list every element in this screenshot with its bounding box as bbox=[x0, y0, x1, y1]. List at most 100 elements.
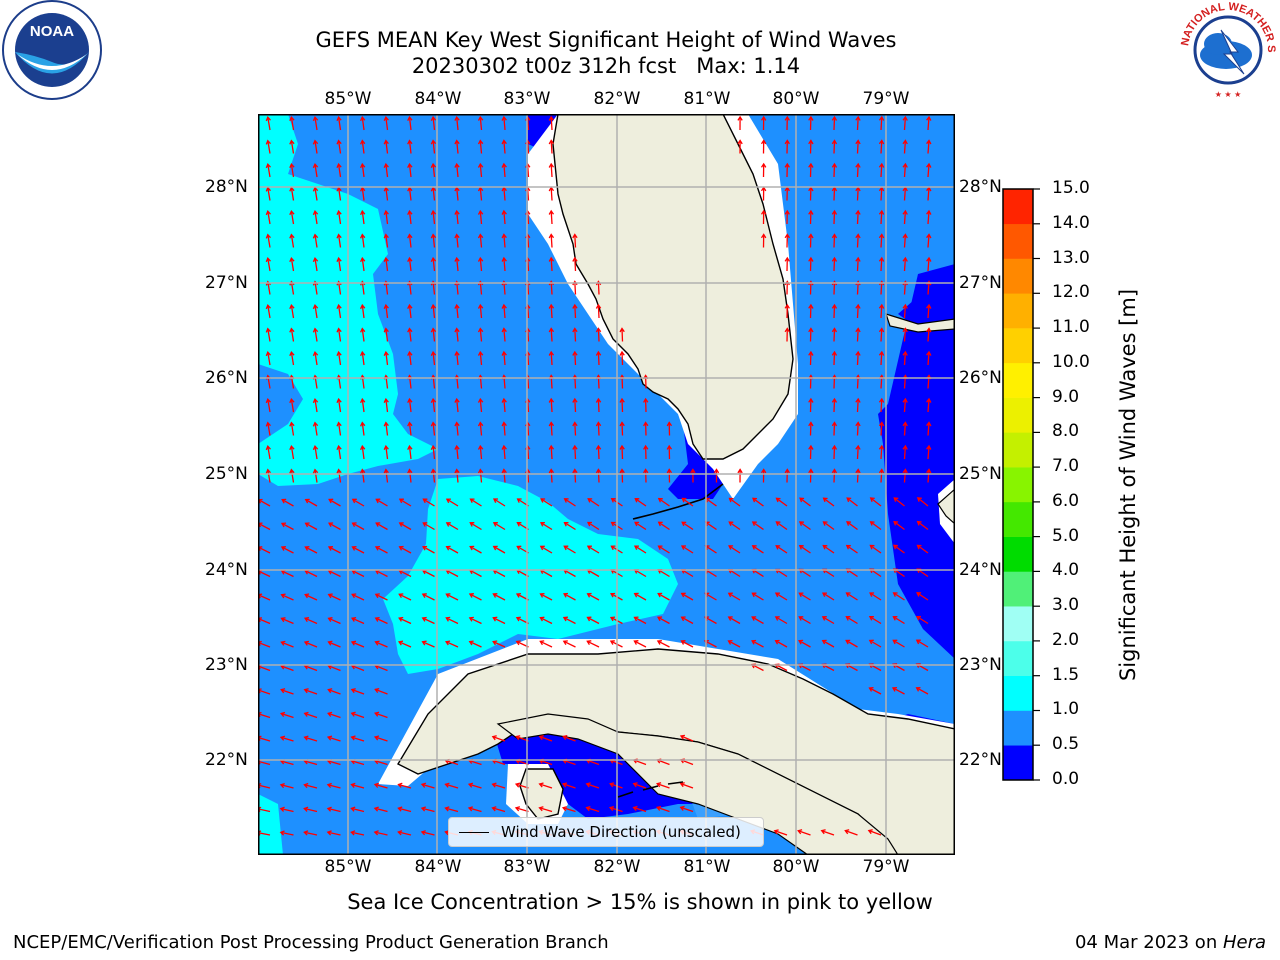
wind-wave-arrow bbox=[479, 164, 483, 178]
wind-wave-arrowhead bbox=[265, 397, 271, 404]
wind-wave-arrowhead bbox=[454, 233, 460, 239]
wind-wave-arrow bbox=[903, 257, 907, 272]
colorbar-cell bbox=[1003, 432, 1033, 468]
wind-wave-arrow bbox=[540, 640, 553, 648]
wind-wave-arrowhead bbox=[855, 256, 861, 262]
wind-wave-arrowhead bbox=[926, 421, 932, 427]
colorbar-tick-label: 14.0 bbox=[1052, 212, 1090, 233]
wind-wave-arrow bbox=[314, 399, 318, 413]
wind-wave-arrowhead bbox=[878, 397, 885, 403]
wind-wave-arrow bbox=[361, 117, 365, 131]
wind-wave-arrowhead bbox=[808, 139, 814, 145]
wind-wave-arrow bbox=[290, 399, 295, 413]
wind-wave-arrowhead bbox=[610, 545, 616, 551]
wind-wave-arrowhead bbox=[926, 162, 932, 168]
wind-wave-arrowhead bbox=[430, 327, 437, 333]
wind-wave-arrow bbox=[267, 211, 271, 225]
wind-wave-arrow bbox=[375, 641, 388, 648]
wind-wave-arrowhead bbox=[902, 115, 908, 121]
wind-wave-arrow bbox=[468, 807, 482, 813]
wind-wave-arrow bbox=[328, 570, 341, 578]
wind-wave-arrow bbox=[493, 617, 506, 625]
wind-wave-arrow bbox=[503, 257, 506, 272]
wind-wave-arrow bbox=[503, 328, 506, 342]
wind-wave-arrow bbox=[351, 783, 365, 789]
wind-wave-arrowhead bbox=[798, 639, 804, 645]
lon-label-bottom-83w: 83°W bbox=[503, 857, 551, 877]
wind-wave-arrow bbox=[445, 641, 459, 648]
wind-wave-arrowhead bbox=[774, 639, 780, 645]
land-bahamas bbox=[885, 313, 955, 333]
wind-wave-arrow bbox=[574, 304, 577, 319]
wind-wave-arrow bbox=[823, 521, 835, 531]
wind-wave-arrow bbox=[267, 328, 271, 342]
wind-wave-arrowhead bbox=[373, 735, 380, 741]
wind-wave-arrowhead bbox=[893, 497, 899, 502]
wind-wave-arrow bbox=[503, 304, 506, 319]
wind-wave-arrowhead bbox=[312, 421, 319, 427]
wind-wave-arrow bbox=[550, 422, 553, 436]
wind-wave-arrow bbox=[927, 445, 930, 460]
wind-wave-arrowhead bbox=[751, 592, 757, 598]
wind-wave-arrowhead bbox=[351, 498, 357, 504]
wind-wave-arrow bbox=[833, 469, 836, 483]
wind-wave-arrow bbox=[361, 352, 365, 366]
wind-wave-arrow bbox=[503, 234, 506, 248]
wind-wave-arrowhead bbox=[280, 593, 286, 599]
wind-wave-arrow bbox=[903, 445, 907, 460]
wind-wave-arrow bbox=[833, 187, 836, 201]
lon-label-bottom-79w: 79°W bbox=[862, 857, 910, 877]
wind-wave-arrow bbox=[432, 117, 436, 131]
wind-wave-arrowhead bbox=[595, 421, 602, 427]
wind-wave-arrowhead bbox=[516, 522, 522, 527]
wind-wave-arrow bbox=[398, 641, 412, 648]
wind-wave-arrowhead bbox=[360, 327, 366, 333]
wind-wave-arrow bbox=[680, 782, 694, 789]
wind-wave-arrowhead bbox=[336, 327, 342, 333]
wind-wave-arrowhead bbox=[501, 350, 507, 356]
wind-wave-arrowhead bbox=[312, 351, 319, 357]
wind-wave-arrow bbox=[385, 140, 389, 154]
wind-wave-arrowhead bbox=[892, 615, 898, 621]
lat-label-left-25n: 25°N bbox=[205, 464, 248, 484]
wind-wave-arrowhead bbox=[336, 397, 342, 404]
wind-wave-arrow bbox=[903, 469, 907, 483]
wind-wave-arrowhead bbox=[279, 782, 285, 789]
wind-wave-arrowhead bbox=[501, 256, 507, 262]
wind-wave-arrow bbox=[314, 281, 318, 295]
wind-wave-arrowhead bbox=[548, 397, 555, 403]
wind-wave-arrowhead bbox=[373, 830, 379, 836]
wind-wave-arrow bbox=[503, 351, 506, 366]
wind-wave-arrowhead bbox=[563, 592, 569, 598]
wind-wave-arrowhead bbox=[336, 350, 342, 357]
wind-wave-arrow bbox=[267, 187, 271, 201]
colorbar-tick-label: 10.0 bbox=[1052, 351, 1090, 372]
wind-wave-arrow bbox=[893, 544, 905, 554]
wind-wave-arrow bbox=[492, 807, 506, 813]
wind-wave-arrow bbox=[290, 305, 295, 319]
wind-wave-arrow bbox=[634, 521, 647, 531]
colorbar-cell bbox=[1003, 745, 1033, 781]
wind-wave-arrowhead bbox=[784, 256, 790, 262]
wind-wave-arrowhead bbox=[891, 686, 898, 692]
wind-wave-arrow bbox=[327, 712, 341, 719]
wind-wave-arrowhead bbox=[327, 593, 333, 599]
wind-wave-arrowhead bbox=[265, 256, 271, 263]
wind-wave-arrow bbox=[799, 521, 811, 531]
colorbar-cell bbox=[1003, 571, 1033, 607]
wind-wave-arrowhead bbox=[878, 444, 885, 450]
wind-wave-arrowhead bbox=[454, 115, 460, 121]
wind-wave-arrowhead bbox=[690, 468, 696, 474]
wind-wave-arrowhead bbox=[799, 497, 805, 503]
wind-wave-arrow bbox=[550, 140, 553, 154]
wind-wave-arrow bbox=[633, 783, 647, 789]
wind-wave-arrow bbox=[361, 446, 365, 460]
footer-left: NCEP/EMC/Verification Post Processing Pr… bbox=[13, 932, 609, 953]
wind-wave-arrowhead bbox=[398, 616, 404, 622]
wind-wave-arrowhead bbox=[926, 233, 932, 239]
wind-wave-arrow bbox=[398, 617, 412, 625]
wind-wave-arrowhead bbox=[798, 616, 804, 621]
wind-wave-arrow bbox=[314, 469, 318, 483]
wind-wave-arrow bbox=[432, 258, 436, 272]
wind-wave-arrow bbox=[586, 806, 600, 813]
